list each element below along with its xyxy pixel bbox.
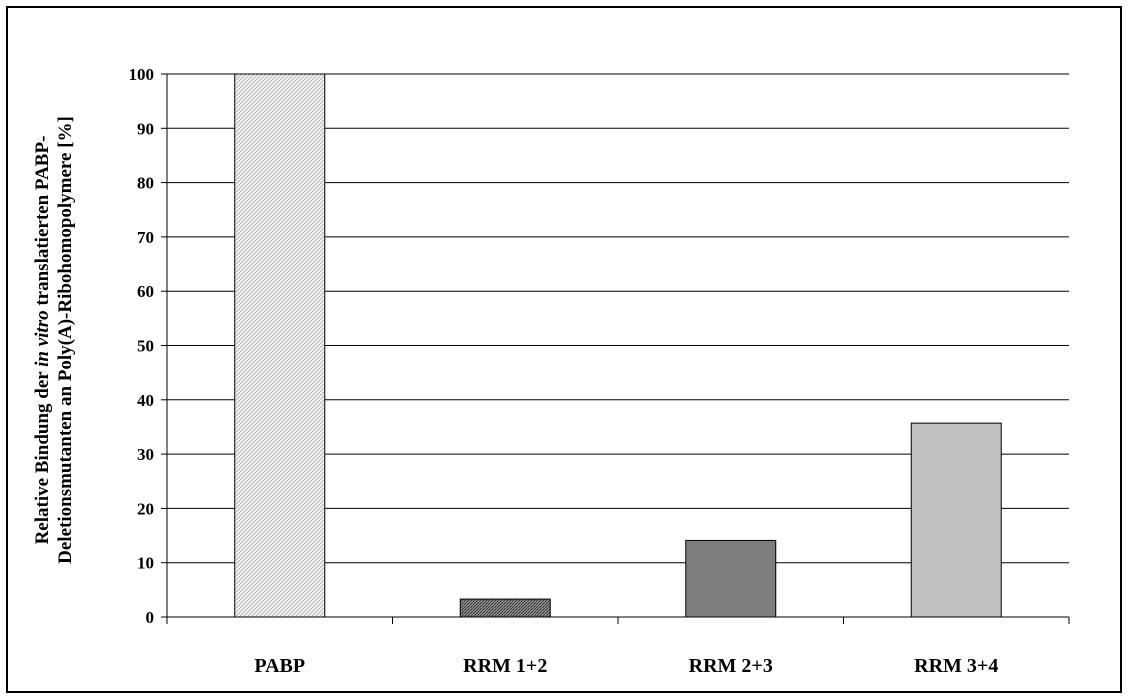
y-tick-label: 10 [137, 554, 154, 573]
bars [234, 73, 1002, 618]
x-category-label: RRM 3+4 [914, 655, 998, 677]
bar-rrm-3-4 [910, 422, 1002, 618]
y-tick-label: 50 [137, 337, 154, 356]
bar-rrm-2-3 [685, 539, 777, 618]
y-axis-title: Relative Bindung der in vitro translatie… [32, 116, 76, 564]
y-axis-title-line2: Deletionsmutanten an Poly(A)-Ribohomopol… [55, 116, 76, 564]
y-tick-label: 30 [137, 445, 154, 464]
x-category-label: RRM 2+3 [689, 655, 773, 677]
x-axis-ticks: PABP RRM 1+2 RRM 2+3 RRM 3+4 [166, 617, 1070, 677]
y-tick-label: 40 [137, 391, 154, 410]
chart-frame: 0 10 20 30 40 50 60 70 80 90 100 PABP RRM 1+2 RRM 2+… [6, 6, 1122, 693]
y-tick-label: 60 [137, 282, 154, 301]
y-axis-ticks: 0 10 20 30 40 50 60 70 80 90 100 [129, 65, 167, 627]
bar-pabp [234, 73, 326, 618]
y-tick-label: 70 [137, 228, 154, 247]
y-axis-title-line1: Relative Bindung der in vitro translatie… [32, 136, 53, 545]
x-category-label: RRM 1+2 [463, 655, 547, 677]
y-tick-label: 20 [137, 499, 154, 518]
y-tick-label: 0 [146, 608, 155, 627]
x-category-label: PABP [254, 655, 305, 677]
bar-rrm-1-2 [459, 598, 551, 618]
y-tick-label: 80 [137, 174, 154, 193]
bar-chart: 0 10 20 30 40 50 60 70 80 90 100 PABP RRM 1+2 RRM 2+… [32, 65, 1070, 677]
y-tick-label: 90 [137, 119, 154, 138]
y-tick-label: 100 [129, 65, 155, 84]
